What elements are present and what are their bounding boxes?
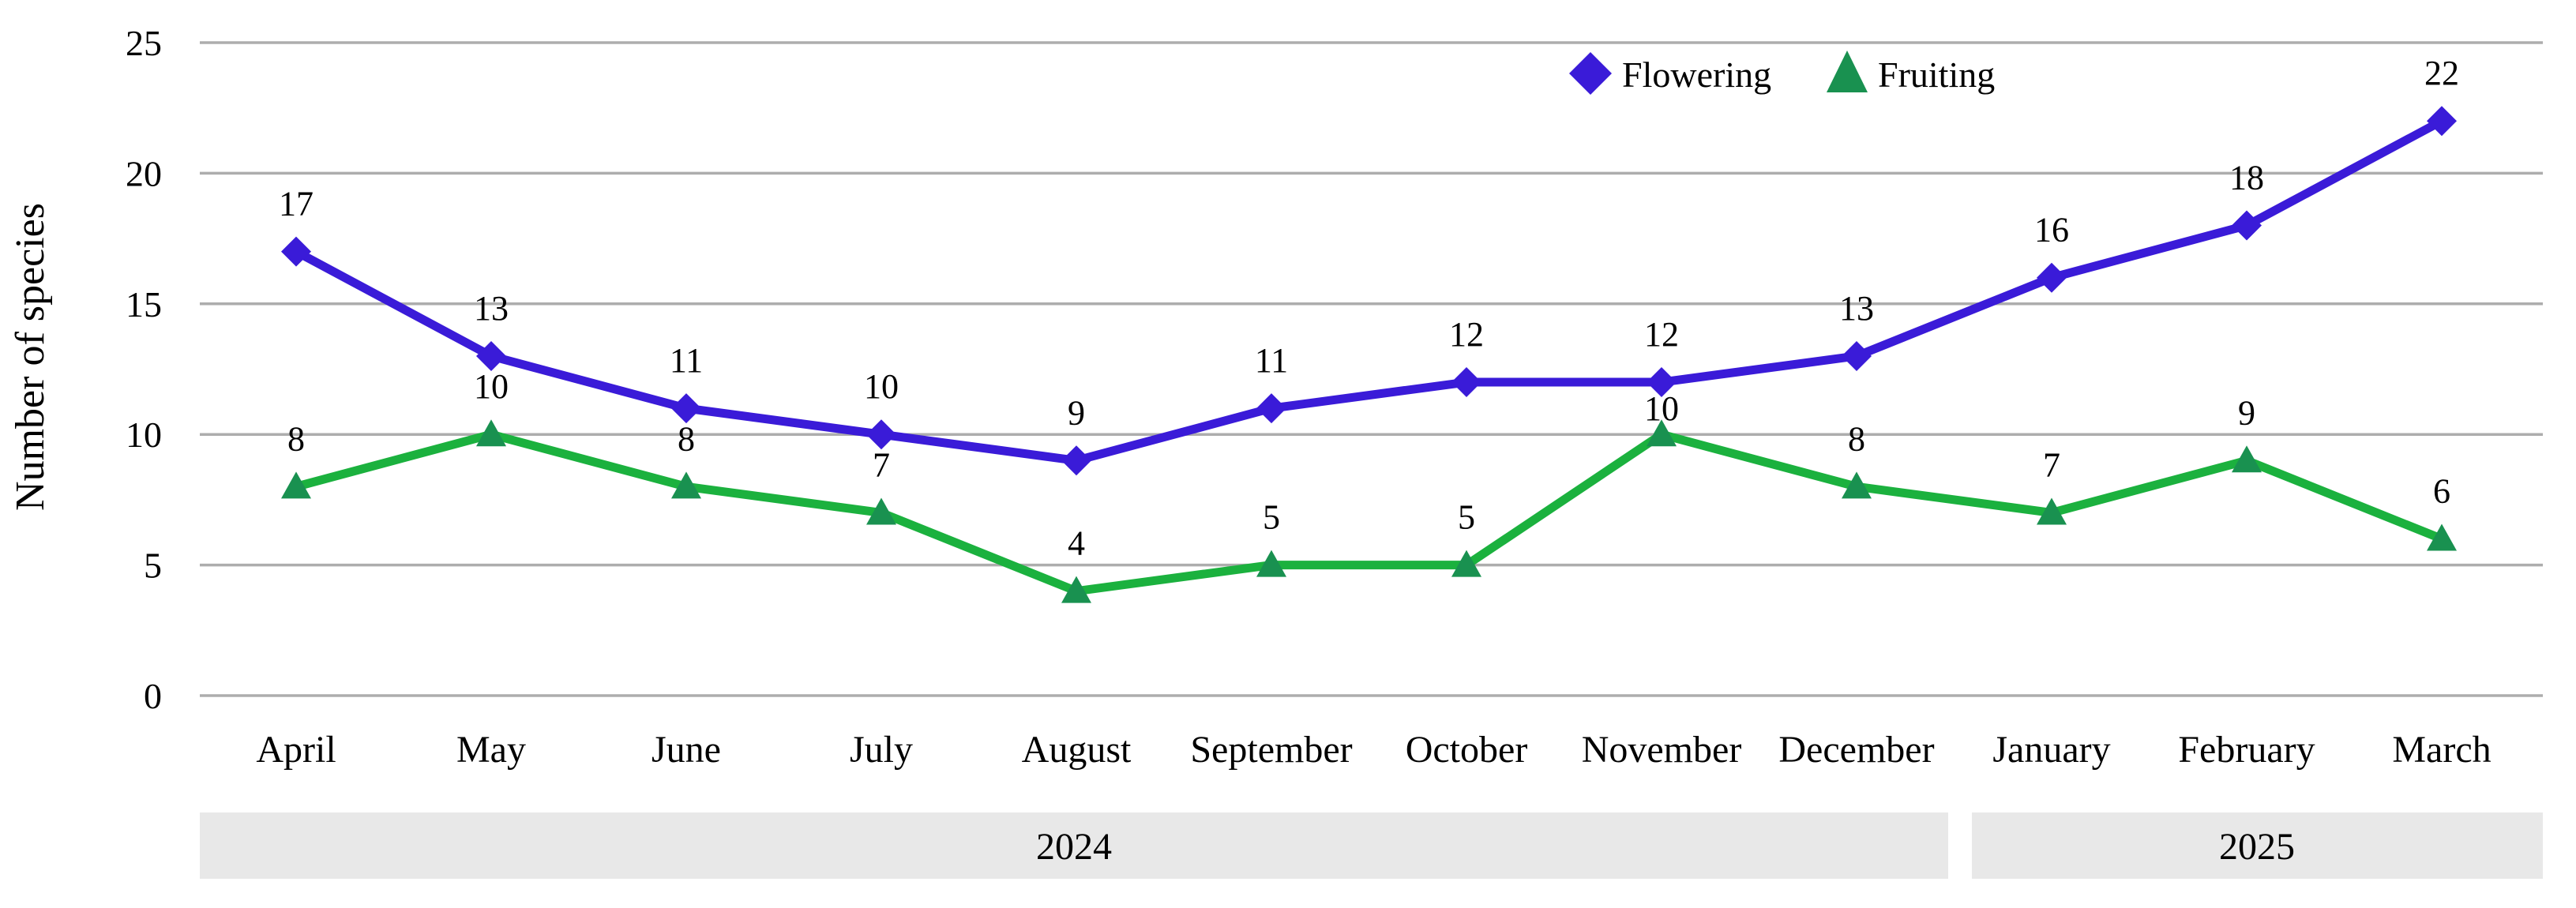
month-label-november: November — [1582, 729, 1742, 771]
data-label-fruiting-april: 8 — [287, 419, 305, 458]
marker-fruiting-july — [866, 497, 896, 525]
marker-flowering-october — [1451, 367, 1481, 398]
marker-flowering-june — [671, 393, 701, 424]
month-label-december: December — [1778, 729, 1934, 771]
month-label-february: February — [2178, 729, 2315, 771]
series-line-flowering — [291, 116, 2446, 465]
month-label-august: August — [1022, 729, 1132, 771]
y-axis-tick-labels: 0 5 10 15 20 25 — [126, 23, 162, 716]
marker-fruiting-november — [1647, 419, 1677, 447]
year-band-2025: 2025 — [1972, 812, 2543, 879]
year-band-2025-rect — [1972, 812, 2543, 879]
marker-fruiting-october — [1451, 550, 1481, 577]
y-axis-title: Number of species — [8, 203, 53, 511]
month-label-june: June — [652, 729, 721, 771]
marker-flowering-august — [1061, 445, 1091, 476]
marker-fruiting-december — [1842, 471, 1872, 499]
data-label-fruiting-december: 8 — [1848, 419, 1865, 458]
marker-flowering-december — [1842, 340, 1872, 371]
data-label-fruiting-may: 10 — [474, 367, 509, 406]
marker-flowering-january — [2037, 262, 2067, 293]
legend-flowering-label: Flowering — [1622, 54, 1771, 95]
data-label-fruiting-june: 8 — [678, 419, 695, 458]
series-layer: 17 13 11 10 9 11 12 12 13 16 18 22 8 10 8 7 4 5 5 10 8 7 9 6 — [279, 54, 2459, 603]
data-label-flowering-june: 11 — [670, 341, 703, 380]
month-label-january: January — [1992, 729, 2110, 771]
month-label-july: July — [850, 729, 913, 771]
legend-fruiting-triangle-icon — [1827, 51, 1868, 92]
data-label-flowering-april: 17 — [279, 185, 314, 223]
y-tick-label-15: 15 — [126, 284, 162, 325]
month-label-october: October — [1406, 729, 1528, 771]
legend-flowering-diamond-icon — [1569, 52, 1612, 95]
marker-fruiting-april — [281, 471, 311, 499]
data-label-fruiting-october: 5 — [1458, 498, 1475, 537]
year-band-2024: 2024 — [200, 812, 1948, 879]
data-label-flowering-december: 13 — [1839, 289, 1874, 328]
month-label-september: September — [1190, 729, 1352, 771]
y-tick-label-5: 5 — [144, 546, 162, 586]
marker-fruiting-june — [671, 471, 701, 499]
data-label-fruiting-march: 6 — [2433, 472, 2450, 511]
x-axis-month-labels: April May June July August September October No… — [256, 729, 2491, 771]
data-label-flowering-september: 11 — [1255, 341, 1288, 380]
year-band-2024-rect — [200, 812, 1948, 879]
data-label-fruiting-january: 7 — [2043, 445, 2060, 484]
month-label-may: May — [456, 729, 526, 771]
data-label-flowering-march: 22 — [2424, 54, 2459, 92]
data-label-fruiting-august: 4 — [1068, 524, 1085, 563]
year-band-2025-label: 2025 — [2219, 826, 2295, 868]
data-label-fruiting-november: 10 — [1644, 389, 1679, 428]
series-line-fruiting — [291, 430, 2446, 596]
data-label-flowering-may: 13 — [474, 289, 509, 328]
marker-fruiting-january — [2037, 497, 2067, 525]
chart-legend: Flowering Fruiting — [1569, 51, 1995, 95]
data-label-flowering-august: 9 — [1068, 393, 1085, 432]
marker-fruiting-march — [2427, 523, 2457, 551]
gridlines-layer — [200, 41, 2543, 697]
data-label-flowering-october: 12 — [1449, 315, 1484, 354]
marker-flowering-april — [281, 236, 311, 267]
marker-flowering-may — [476, 340, 506, 371]
data-label-fruiting-february: 9 — [2238, 393, 2255, 432]
marker-fruiting-february — [2232, 445, 2262, 473]
data-label-fruiting-september: 5 — [1263, 498, 1280, 537]
marker-flowering-november — [1647, 367, 1677, 398]
data-label-flowering-january: 16 — [2034, 211, 2069, 250]
data-label-fruiting-july: 7 — [873, 445, 890, 484]
marker-fruiting-september — [1256, 550, 1286, 577]
marker-flowering-july — [866, 419, 896, 450]
marker-flowering-march — [2427, 106, 2457, 137]
marker-flowering-february — [2232, 210, 2262, 241]
year-band-2024-label: 2024 — [1036, 826, 1112, 868]
marker-fruiting-august — [1061, 576, 1091, 603]
marker-flowering-september — [1256, 393, 1286, 424]
month-label-march: March — [2392, 729, 2491, 771]
month-label-april: April — [256, 729, 336, 771]
data-label-flowering-july: 10 — [864, 367, 899, 406]
marker-fruiting-may — [476, 419, 506, 447]
y-tick-label-25: 25 — [126, 23, 162, 63]
y-tick-label-0: 0 — [144, 676, 162, 716]
y-tick-label-20: 20 — [126, 153, 162, 193]
data-label-flowering-november: 12 — [1644, 315, 1679, 354]
data-label-flowering-february: 18 — [2229, 159, 2264, 197]
y-tick-label-10: 10 — [126, 415, 162, 455]
legend-fruiting-label: Fruiting — [1878, 54, 1995, 95]
